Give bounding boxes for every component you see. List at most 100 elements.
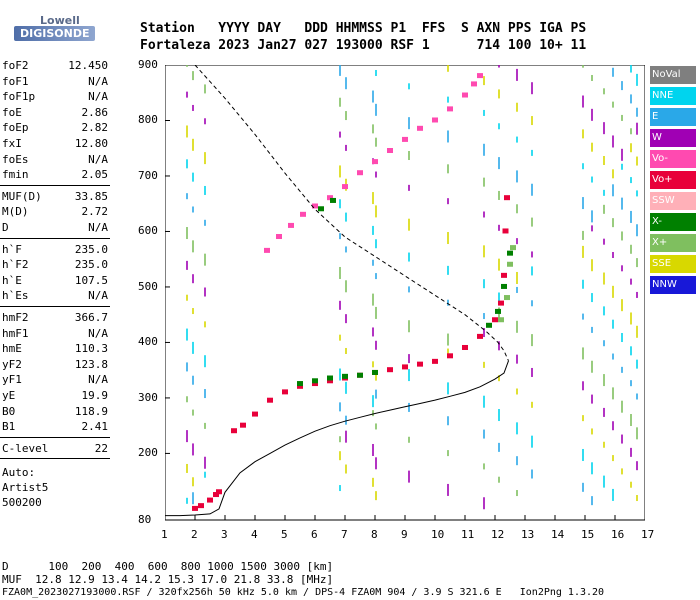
- echo-point: [288, 222, 294, 228]
- noise-mark: [447, 450, 449, 457]
- noise-mark: [375, 306, 377, 319]
- param-value: 2.72: [81, 205, 109, 219]
- divider: [0, 458, 110, 460]
- legend-item: SSW: [650, 192, 696, 210]
- noise-mark: [630, 312, 632, 325]
- param-row: fmin 2.05: [2, 167, 108, 182]
- noise-mark: [582, 245, 584, 258]
- noise-mark: [339, 65, 341, 76]
- noise-mark: [372, 225, 374, 235]
- noise-mark: [375, 103, 377, 116]
- param-label: D: [2, 221, 9, 234]
- param-value: 235.0: [74, 258, 108, 272]
- noise-mark: [612, 169, 614, 179]
- noise-mark: [483, 395, 485, 408]
- param-row: foF2 12.450: [2, 58, 108, 73]
- noise-mark: [408, 286, 410, 293]
- param-value: 12.80: [74, 137, 108, 150]
- param-value: 2.41: [81, 420, 109, 434]
- noise-mark: [345, 111, 347, 121]
- noise-mark: [339, 266, 341, 279]
- noise-mark: [186, 328, 188, 341]
- echo-point: [318, 206, 324, 212]
- param-value: 118.9: [74, 404, 108, 418]
- x-tick-label: 8: [371, 528, 378, 541]
- noise-mark: [591, 428, 593, 435]
- noise-mark: [345, 246, 347, 253]
- noise-mark: [516, 68, 518, 81]
- noise-mark: [204, 389, 206, 399]
- noise-mark: [582, 65, 584, 68]
- noise-mark: [603, 204, 605, 214]
- noise-mark: [591, 394, 593, 404]
- noise-mark: [630, 481, 632, 488]
- noise-mark: [447, 164, 449, 174]
- param-value: N/A: [88, 90, 108, 104]
- noise-mark: [483, 76, 485, 86]
- noise-mark: [591, 176, 593, 183]
- noise-mark: [621, 114, 623, 121]
- noise-mark: [408, 83, 410, 90]
- noise-mark: [375, 273, 377, 280]
- param-row: M(D) 2.72: [2, 204, 108, 219]
- divider: [0, 436, 110, 438]
- noise-mark: [408, 436, 410, 443]
- noise-mark: [498, 89, 500, 99]
- noise-mark: [498, 157, 500, 170]
- noise-mark: [339, 199, 341, 209]
- noise-mark: [591, 210, 593, 223]
- header-labels-row: Station YYYY DAY DDD HHMMSS P1 FFS S AXN…: [140, 21, 594, 36]
- echo-point: [495, 308, 501, 314]
- param-row: hmE 110.3: [2, 341, 108, 356]
- echo-point: [507, 261, 513, 267]
- echo-point: [327, 375, 333, 381]
- noise-mark: [531, 149, 533, 156]
- noise-mark: [447, 265, 449, 275]
- param-label: yF2: [2, 357, 22, 371]
- noise-mark: [345, 314, 347, 324]
- param-label: h`E: [2, 273, 22, 287]
- header-value: 714: [476, 38, 508, 53]
- noise-mark: [447, 130, 449, 143]
- noise-mark: [186, 362, 188, 372]
- noise-mark: [621, 366, 623, 373]
- noise-mark: [582, 347, 584, 360]
- param-label: C-level: [2, 441, 49, 455]
- noise-mark: [531, 116, 533, 126]
- noise-mark: [516, 204, 518, 214]
- noise-mark: [531, 435, 533, 448]
- param-value: 110.3: [74, 342, 108, 356]
- header-value: Fortaleza: [140, 38, 219, 53]
- header-label: P1: [390, 21, 422, 36]
- noise-mark: [591, 326, 593, 333]
- echo-point: [402, 136, 408, 142]
- noise-mark: [339, 368, 341, 381]
- noise-mark: [375, 491, 377, 501]
- noise-mark: [636, 291, 638, 298]
- echo-point: [501, 283, 507, 289]
- param-row: hmF1 N/A: [2, 326, 108, 341]
- noise-mark: [204, 84, 206, 94]
- noise-mark: [372, 361, 374, 368]
- auto-scaling-text: 500200: [2, 496, 42, 510]
- noise-mark: [375, 239, 377, 249]
- noise-mark: [516, 136, 518, 143]
- echo-point: [327, 378, 333, 384]
- noise-mark: [447, 333, 449, 346]
- noise-mark: [603, 340, 605, 347]
- y-tick-label: 400: [138, 335, 158, 349]
- footer-distance-row: D 100 200 400 600 800 1000 1500 3000 [km…: [2, 560, 334, 573]
- noise-mark: [612, 251, 614, 258]
- noise-mark: [375, 171, 377, 178]
- noise-mark: [408, 320, 410, 333]
- noise-mark: [636, 190, 638, 197]
- noise-mark: [531, 183, 533, 196]
- noise-mark: [483, 143, 485, 156]
- noise-mark: [531, 266, 533, 276]
- x-tick-label: 3: [221, 528, 228, 541]
- param-value: 12.450: [68, 59, 108, 72]
- noise-mark: [582, 163, 584, 170]
- echo-point: [198, 503, 204, 509]
- param-value: 19.9: [81, 389, 109, 402]
- noise-mark: [603, 156, 605, 165]
